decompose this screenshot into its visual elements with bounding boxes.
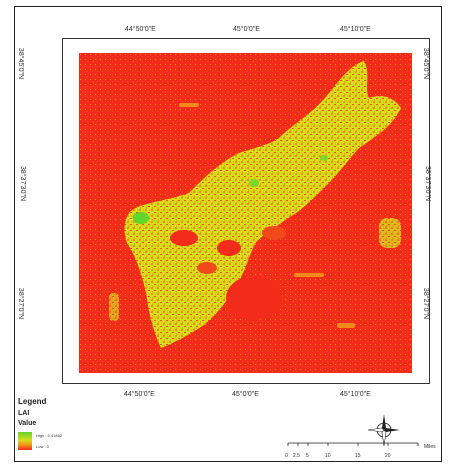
raster-svg bbox=[79, 53, 412, 373]
high-lai-arm bbox=[199, 173, 308, 242]
top-tick-label: 45°0'0"E bbox=[233, 26, 260, 33]
low-lai-patch bbox=[262, 226, 286, 240]
legend-color-ramp bbox=[18, 432, 32, 450]
left-tick-label: 38°45'0"N bbox=[17, 47, 25, 80]
legend-high-label: High : 3.41882 bbox=[36, 433, 63, 438]
field-patch bbox=[379, 218, 401, 248]
peak-lai-spot bbox=[249, 179, 259, 187]
field-patch bbox=[109, 293, 119, 321]
field-patch bbox=[179, 103, 199, 107]
right-tick-label: 38°37'30"N bbox=[424, 165, 432, 202]
legend-value-label: Value bbox=[18, 420, 37, 427]
legend-low-label: Low : 0 bbox=[36, 444, 49, 449]
field-patch bbox=[294, 273, 324, 277]
bottom-tick-label: 44°50'0"E bbox=[124, 391, 155, 398]
high-lai-arm bbox=[294, 114, 397, 183]
legend-title: Legend bbox=[18, 397, 47, 406]
scale-unit: Miles bbox=[424, 444, 436, 450]
high-lai-valley bbox=[124, 61, 401, 348]
top-tick-label: 45°10'0"E bbox=[340, 26, 371, 33]
scale-label: 2.5 bbox=[293, 453, 300, 459]
bottom-tick-label: 45°10'0"E bbox=[340, 391, 371, 398]
scale-label: 15 bbox=[355, 453, 361, 459]
scale-bar bbox=[287, 442, 419, 446]
right-tick-label: 38°27'0"N bbox=[422, 287, 430, 320]
top-tick-label: 44°50'0"E bbox=[125, 26, 156, 33]
lai-raster-map bbox=[79, 53, 412, 373]
left-tick-label: 38°37'30"N bbox=[19, 165, 27, 202]
map-neatline bbox=[62, 38, 430, 384]
field-patch bbox=[337, 323, 355, 328]
legend-layer-name: LAI bbox=[18, 410, 30, 417]
scale-label: 10 bbox=[325, 453, 331, 459]
low-lai-patch bbox=[217, 240, 241, 256]
scale-label: 20 bbox=[385, 453, 391, 459]
right-tick-label: 38°45'0"N bbox=[422, 47, 430, 80]
peak-lai-spot bbox=[320, 155, 328, 161]
left-tick-label: 38°27'0"N bbox=[17, 287, 25, 320]
bottom-tick-label: 45°0'0"E bbox=[232, 391, 259, 398]
peak-lai-spot bbox=[133, 212, 149, 224]
low-lai-patch bbox=[170, 230, 198, 246]
low-lai-patch bbox=[226, 276, 282, 320]
compass-rose-icon bbox=[367, 414, 400, 447]
scale-label: 5 bbox=[306, 453, 309, 459]
scale-label: 0 bbox=[285, 453, 288, 459]
low-lai-patch bbox=[197, 262, 217, 274]
map-layout-frame bbox=[14, 6, 442, 462]
